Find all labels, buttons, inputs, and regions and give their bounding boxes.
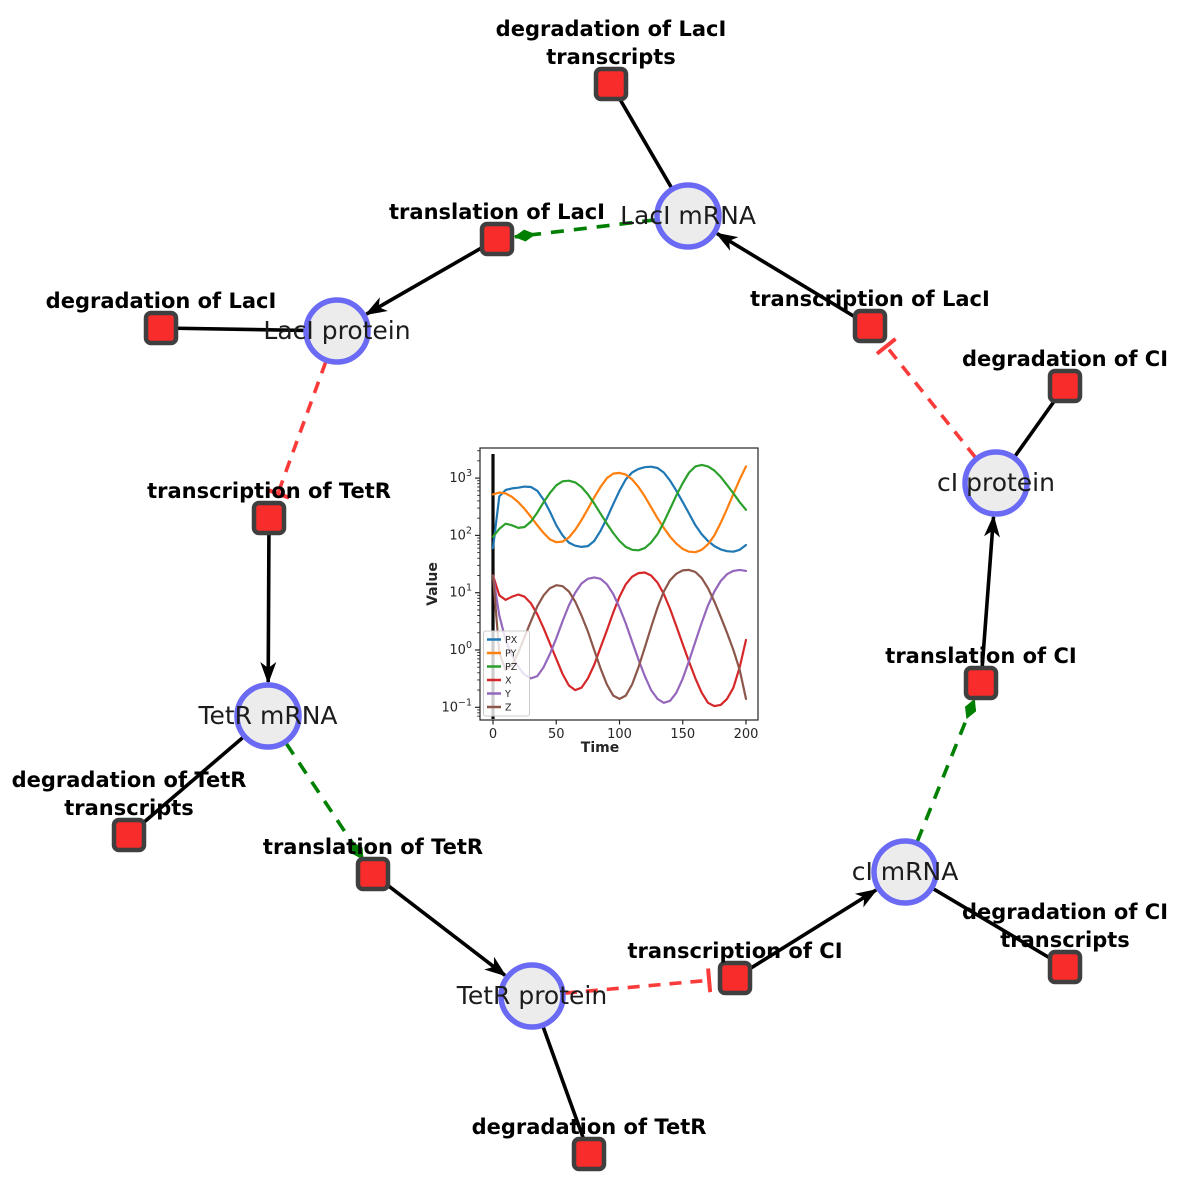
reaction-label-translation-laci-line0: translation of LacI <box>389 200 605 224</box>
species-label-laci-protein: LacI protein <box>263 316 410 345</box>
species-node-laci-protein[interactable] <box>303 297 371 365</box>
legend-label-Y: Y <box>504 689 511 700</box>
x-tick-label-200: 200 <box>734 727 759 742</box>
reaction-label-deg-tetr-line0: degradation of TetR <box>472 1115 707 1139</box>
y-tick-label-1e0: 100 <box>449 640 472 658</box>
reaction-label-translation-ci-line0: translation of CI <box>885 644 1076 668</box>
reaction-node-transcription-laci[interactable] <box>852 308 888 344</box>
x-tick-label-150: 150 <box>670 727 695 742</box>
reaction-label-deg-laci-line0: degradation of LacI <box>46 289 277 313</box>
edge-modifier-laci-mrna-to-translation-laci <box>513 218 656 242</box>
x-tick-label-50: 50 <box>548 727 565 742</box>
series-line-PZ <box>491 463 748 552</box>
edge-modifier-tetr-mrna-to-translation-tetr <box>284 742 365 860</box>
series-line-PX <box>491 465 748 553</box>
reaction-label-deg-laci-transcripts-line1: transcripts <box>546 45 676 69</box>
y-tick-label-1e3: 103 <box>449 468 472 486</box>
y-tick-label-1e2: 102 <box>449 525 472 543</box>
species-label-ci-mrna: cI mRNA <box>852 857 959 886</box>
species-label-ci-protein: cI protein <box>937 468 1055 497</box>
reaction-node-deg-ci-transcripts[interactable] <box>1047 949 1083 985</box>
reaction-label-transcription-laci-line0: transcription of LacI <box>750 287 990 311</box>
series-line-PY <box>491 465 748 554</box>
reaction-node-translation-tetr[interactable] <box>355 856 391 892</box>
x-tick-label-0: 0 <box>489 727 497 742</box>
edge-inhibitor-tetr-protein-to-transcription-ci <box>564 980 709 995</box>
species-node-tetr-mrna[interactable] <box>234 682 302 750</box>
x-tick-label-100: 100 <box>607 727 632 742</box>
edge-product-translation-tetr-to-tetr-protein <box>371 872 507 977</box>
series-line-Y <box>491 568 748 704</box>
reaction-node-translation-ci[interactable] <box>963 665 999 701</box>
reaction-label-translation-tetr-line0: translation of TetR <box>263 835 483 859</box>
legend-label-X: X <box>505 676 512 687</box>
edge-product-transcription-ci-to-ci-mrna <box>734 888 878 980</box>
edge-inhibitor-ci-protein-to-transcription-laci <box>886 346 977 459</box>
series-line-Z <box>491 568 748 700</box>
reaction-node-deg-tetr[interactable] <box>571 1136 607 1172</box>
species-node-tetr-protein[interactable] <box>498 962 566 1030</box>
edge-product-translation-laci-to-laci-protein <box>364 237 498 316</box>
legend-label-PX: PX <box>505 635 518 646</box>
reaction-node-deg-ci[interactable] <box>1047 368 1083 404</box>
edge-product-transcription-laci-to-laci-mrna <box>715 232 871 328</box>
reaction-node-transcription-tetr[interactable] <box>251 500 287 536</box>
reaction-label-transcription-tetr-line0: transcription of TetR <box>147 479 391 503</box>
reaction-label-deg-laci-transcripts-line0: degradation of LacI <box>496 17 727 41</box>
reaction-node-deg-laci[interactable] <box>143 310 179 346</box>
reaction-node-translation-laci[interactable] <box>479 221 515 257</box>
x-axis-label: Time <box>581 740 619 756</box>
reaction-node-deg-laci-transcripts[interactable] <box>593 66 629 102</box>
edge-inhibitor-laci-protein-to-transcription-tetr <box>278 361 328 494</box>
legend-label-Z: Z <box>505 703 512 714</box>
edge-modifier-ci-mrna-to-translation-ci <box>915 698 977 843</box>
y-tick-label-1e-1: 10−1 <box>441 697 472 715</box>
species-label-laci-mrna: LacI mRNA <box>620 201 756 230</box>
y-tick-label-1e1: 101 <box>449 583 472 601</box>
edge-product-translation-ci-to-ci-protein <box>979 514 1000 684</box>
inset-chart: 0 50 100 150 200 10−1 100 101 102 103 Time Value PX P… <box>425 447 759 756</box>
edge-product-transcription-tetr-to-tetr-mrna <box>260 517 277 684</box>
reaction-node-deg-tetr-transcripts[interactable] <box>111 817 147 853</box>
species-label-tetr-protein: TetR protein <box>456 981 607 1010</box>
species-node-laci-mrna[interactable] <box>654 182 722 250</box>
label-layer: degradation of LacI transcripts translatio… <box>12 17 1168 1139</box>
node-layer <box>111 66 1083 1172</box>
chart-plot-area <box>491 454 748 719</box>
reaction-node-transcription-ci[interactable] <box>717 960 753 996</box>
species-node-ci-protein[interactable] <box>962 449 1030 517</box>
reaction-label-deg-ci-transcripts-line0: degradation of CI <box>962 900 1168 924</box>
reaction-label-transcription-ci-line0: transcription of CI <box>627 939 842 963</box>
reaction-label-deg-tetr-transcripts-line1: transcripts <box>64 796 194 820</box>
reaction-label-deg-ci-transcripts-line1: transcripts <box>1000 928 1130 952</box>
legend-label-PZ: PZ <box>505 662 518 673</box>
species-node-ci-mrna[interactable] <box>871 838 939 906</box>
reaction-label-deg-ci-line0: degradation of CI <box>962 347 1168 371</box>
y-axis-label: Value <box>425 562 441 606</box>
reaction-label-deg-tetr-transcripts-line0: degradation of TetR <box>12 768 247 792</box>
legend-label-PY: PY <box>505 649 517 660</box>
species-label-tetr-mrna: TetR mRNA <box>197 701 337 730</box>
